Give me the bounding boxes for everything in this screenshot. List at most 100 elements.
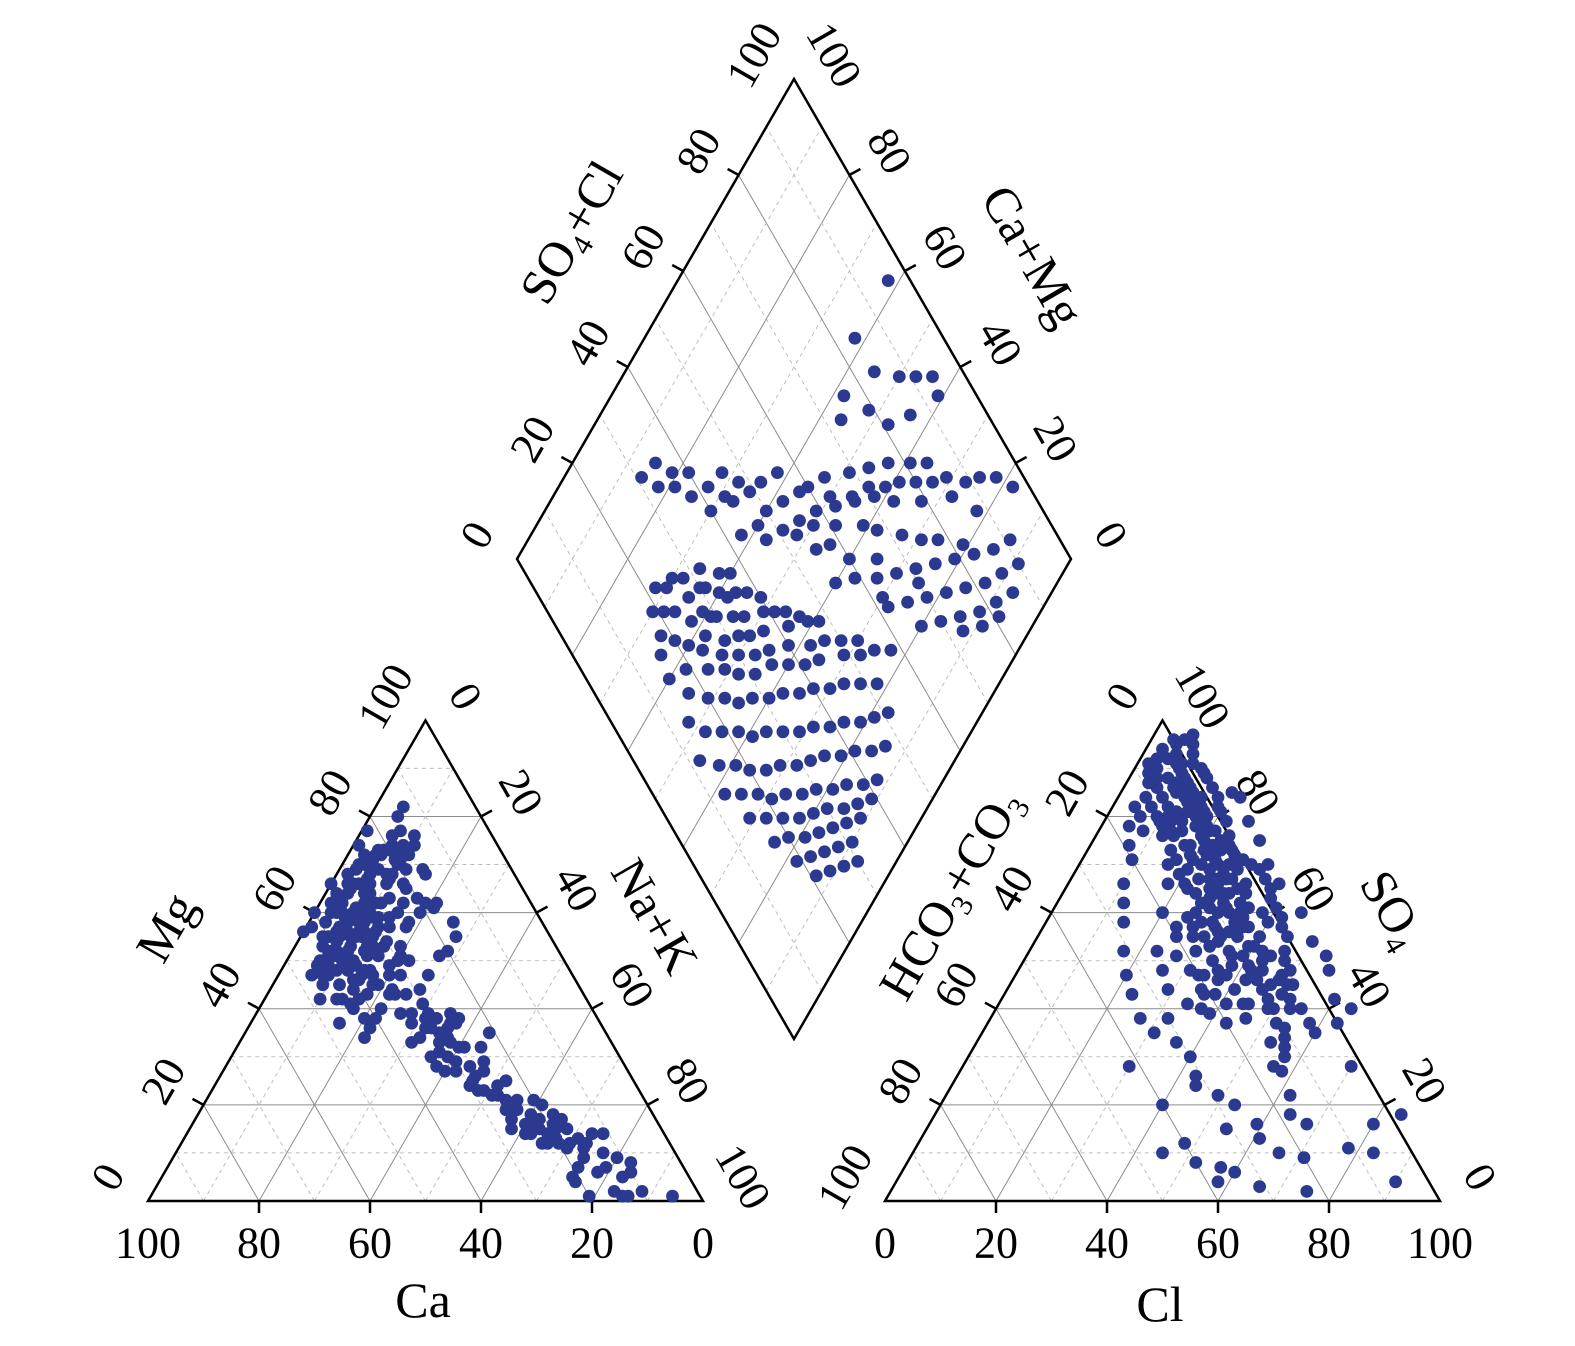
cation-sample-point — [335, 896, 349, 910]
anion-tick-mark — [984, 1001, 997, 1010]
diamond-sample-point — [826, 821, 840, 835]
anion-sample-point — [1211, 1175, 1225, 1189]
tick-labels: 0002020204040406060608080801001001000002… — [81, 14, 1506, 1267]
anion-sample-point — [1278, 944, 1291, 958]
diamond-sample-point — [851, 797, 865, 811]
diamond-sample-point — [735, 528, 748, 542]
cation-sample-point — [297, 925, 310, 939]
cation-sample-point — [391, 848, 405, 862]
diamond-sample-point — [782, 619, 795, 633]
diamond-sample-point — [989, 595, 1003, 609]
cation-sample-point — [316, 939, 330, 953]
anion-sample-point — [1122, 819, 1136, 833]
diamond-sample-point — [862, 403, 876, 417]
anion-sample-point — [1194, 1002, 1208, 1016]
cation-grid-line — [286, 960, 426, 1202]
anion-sample-point — [1186, 738, 1200, 751]
anion-grid-line — [1162, 960, 1302, 1202]
diamond-sample-point — [903, 456, 917, 470]
anion-sample-point — [1208, 853, 1222, 867]
cation-sample-point — [430, 896, 443, 910]
cation-left-tick-label: 20 — [131, 1050, 195, 1113]
anion-sample-point — [1208, 987, 1222, 1001]
diamond-sample-point — [732, 725, 745, 739]
diamond-sample-point — [970, 504, 984, 518]
diamond-sample-point — [762, 643, 776, 657]
diamond-sample-point — [657, 605, 671, 619]
diamond-sample-point — [995, 567, 1009, 580]
diamond-tick-mark — [848, 167, 861, 177]
anion-sample-point — [1225, 959, 1239, 972]
anion-grid-line — [1106, 816, 1330, 1202]
cation-bottom-tick-label: 60 — [348, 1219, 392, 1268]
anion-left-tick-label: 20 — [1035, 761, 1099, 824]
cation-sample-point — [449, 930, 463, 943]
anion-sample-point — [1206, 781, 1219, 794]
anion-sample-point — [1125, 853, 1139, 867]
anion-sample-point — [1189, 906, 1203, 919]
cation-sample-point — [352, 973, 366, 987]
diamond-sample-point — [879, 480, 892, 494]
diamond-sample-point — [829, 519, 842, 532]
anion-sample-point — [1367, 1146, 1380, 1160]
anion-sample-point — [1330, 1016, 1344, 1030]
diamond-sample-point — [804, 850, 817, 863]
cation-sample-point — [349, 930, 363, 943]
cation-sample-point — [571, 1161, 585, 1174]
cation-left-tick-label: 0 — [81, 1155, 134, 1199]
cation-sample-point — [371, 949, 385, 963]
cation-tick-mark — [247, 1001, 260, 1010]
anion-grid-line — [1051, 912, 1219, 1202]
cation-grid-line — [175, 1152, 204, 1202]
diamond-sample-point — [881, 456, 895, 470]
cation-sample-point — [399, 882, 413, 895]
cation-sample-point — [394, 1007, 407, 1020]
diamond-sample-point — [754, 591, 768, 604]
diamond-sample-point — [881, 418, 895, 431]
diamond-sample-point — [665, 466, 679, 479]
cation-sample-point — [374, 1002, 388, 1016]
cation-left-tick-label: 100 — [348, 656, 423, 738]
diamond-tick-mark — [671, 263, 684, 273]
diamond-sample-point — [992, 610, 1006, 623]
diamond-sample-point — [876, 591, 889, 604]
diamond-sample-point — [837, 389, 851, 403]
anion-sample-point — [1133, 810, 1147, 823]
diamond-sample-point — [798, 658, 812, 671]
cation-sample-point — [316, 978, 330, 992]
cation-bottom-tick-label: 40 — [459, 1219, 503, 1268]
cation-sample-point — [585, 1127, 599, 1141]
diamond-sample-point — [834, 413, 848, 427]
anion-sample-point — [1147, 1026, 1161, 1040]
anion-sample-point — [1178, 877, 1192, 891]
cation-sample-point — [596, 1127, 610, 1141]
anion-sample-point — [1200, 771, 1214, 785]
anion-grid-line — [1023, 960, 1163, 1202]
diamond-sample-point — [807, 519, 820, 532]
diamond-sample-point — [845, 490, 859, 503]
cation-sample-point — [499, 1103, 513, 1117]
cation-tick-mark — [591, 1001, 604, 1010]
diamond-sample-point — [746, 691, 759, 705]
diamond-right-tick-label: 60 — [913, 216, 977, 279]
cation-sample-point — [441, 944, 455, 958]
anion-sample-point — [1194, 983, 1208, 996]
anion-sample-point — [1117, 896, 1131, 910]
diamond-sample-point — [665, 571, 679, 585]
anion-sample-point — [1178, 838, 1192, 852]
diamond-sample-point — [776, 523, 790, 537]
diamond-sample-point — [931, 389, 945, 403]
diamond-sample-point — [718, 663, 732, 676]
anion-sample-point — [1170, 930, 1183, 943]
cation-sample-point — [385, 983, 399, 996]
anion-sample-point — [1219, 997, 1233, 1011]
diamond-sample-point — [759, 533, 773, 547]
anion-sample-point — [1142, 757, 1155, 770]
anion-sample-point — [1142, 766, 1155, 780]
cation-sample-point — [341, 944, 355, 958]
diamond-sample-point — [779, 787, 793, 801]
anion-sample-point — [1256, 954, 1269, 968]
diamond-sample-point — [668, 480, 682, 494]
diamond-sample-point — [779, 605, 793, 619]
diamond-sample-point — [790, 855, 804, 868]
